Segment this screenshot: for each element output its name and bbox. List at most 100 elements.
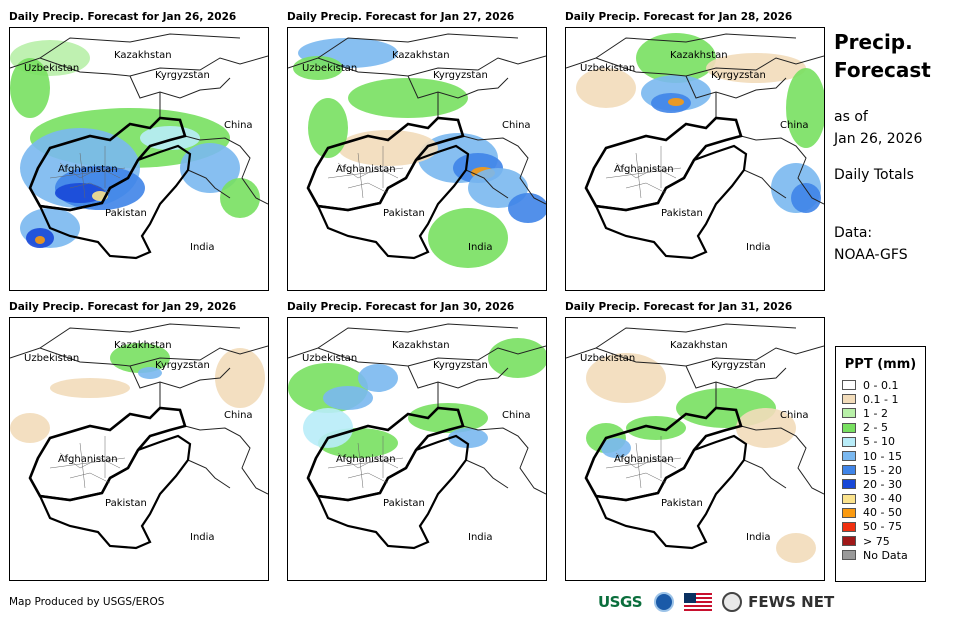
legend-item: No Data [842, 548, 925, 562]
legend-item: 10 - 15 [842, 449, 925, 463]
country-label-india: India [468, 242, 493, 253]
country-label-uzbekistan: Uzbekistan [580, 63, 636, 74]
precip-map: Kazakhstan Uzbekistan Kyrgyzstan China Afgha… [9, 27, 269, 291]
precip-map: Kazakhstan Uzbekistan Kyrgyzstan China Afgha… [565, 27, 825, 291]
legend-item: 15 - 20 [842, 463, 925, 477]
country-label-kyrgyzstan: Kyrgyzstan [433, 70, 488, 81]
daily-totals-label: Daily Totals [834, 167, 914, 183]
legend-label: 40 - 50 [863, 506, 902, 520]
country-label-china: China [780, 120, 809, 131]
legend-label: 30 - 40 [863, 492, 902, 506]
precip-map: Kazakhstan Uzbekistan Kyrgyzstan China Afgha… [565, 317, 825, 581]
side-title-line2: Forecast [834, 58, 931, 82]
legend-item: > 75 [842, 534, 925, 548]
legend-swatch [842, 436, 856, 447]
country-label-afghanistan: Afghanistan [336, 164, 396, 175]
country-label-india: India [190, 242, 215, 253]
us-flag-icon [684, 593, 713, 611]
country-label-uzbekistan: Uzbekistan [302, 353, 358, 364]
panel-title: Daily Precip. Forecast for Jan 31, 2026 [565, 301, 793, 313]
fews-net-logo: FEWS NET [748, 593, 835, 611]
country-label-china: China [224, 410, 253, 421]
country-label-afghanistan: Afghanistan [58, 164, 118, 175]
panel-title: Daily Precip. Forecast for Jan 28, 2026 [565, 11, 793, 23]
legend-label: No Data [863, 548, 908, 562]
country-label-uzbekistan: Uzbekistan [24, 353, 80, 364]
country-label-india: India [190, 532, 215, 543]
country-label-china: China [502, 410, 531, 421]
legend-title: PPT (mm) [844, 357, 917, 372]
side-title-line1: Precip. [834, 30, 913, 54]
country-label-kazakhstan: Kazakhstan [670, 340, 728, 351]
legend-swatch [842, 408, 856, 419]
forecast-panel: Daily Precip. Forecast for Jan 29, 2026 K… [9, 301, 269, 591]
country-label-kazakhstan: Kazakhstan [392, 340, 450, 351]
legend-item: 40 - 50 [842, 506, 925, 520]
country-label-afghanistan: Afghanistan [336, 454, 396, 465]
forecast-panel: Daily Precip. Forecast for Jan 30, 2026 K… [287, 301, 547, 591]
noaa-seal-icon [654, 592, 675, 612]
forecast-panel: Daily Precip. Forecast for Jan 31, 2026 K… [565, 301, 825, 591]
panel-title: Daily Precip. Forecast for Jan 30, 2026 [287, 301, 515, 313]
legend-swatch [842, 536, 856, 547]
legend-item: 2 - 5 [842, 421, 925, 435]
legend-item: 20 - 30 [842, 477, 925, 491]
precip-map: Kazakhstan Uzbekistan Kyrgyzstan China Afgha… [9, 317, 269, 581]
legend-swatch [842, 451, 856, 462]
legend-label: 15 - 20 [863, 463, 902, 477]
country-label-china: China [780, 410, 809, 421]
panel-title: Daily Precip. Forecast for Jan 26, 2026 [9, 11, 237, 23]
country-label-kazakhstan: Kazakhstan [114, 50, 172, 61]
precip-map: Kazakhstan Uzbekistan Kyrgyzstan China Afgha… [287, 27, 547, 291]
country-label-kyrgyzstan: Kyrgyzstan [711, 360, 766, 371]
legend-label: 10 - 15 [863, 449, 902, 463]
legend-label: 5 - 10 [863, 435, 895, 449]
country-label-kazakhstan: Kazakhstan [670, 50, 728, 61]
legend-item: 5 - 10 [842, 435, 925, 449]
legend-swatch [842, 465, 856, 476]
forecast-panel: Daily Precip. Forecast for Jan 27, 2026 K… [287, 11, 547, 301]
country-label-afghanistan: Afghanistan [614, 454, 674, 465]
credit-text: Map Produced by USGS/EROS [9, 596, 165, 608]
legend-swatch [842, 521, 856, 532]
legend-item: 50 - 75 [842, 520, 925, 534]
panel-title: Daily Precip. Forecast for Jan 29, 2026 [9, 301, 237, 313]
country-label-afghanistan: Afghanistan [614, 164, 674, 175]
legend-item: 0.1 - 1 [842, 392, 925, 406]
country-label-india: India [468, 532, 493, 543]
legend-swatch [842, 493, 856, 504]
country-label-kazakhstan: Kazakhstan [392, 50, 450, 61]
country-label-pakistan: Pakistan [383, 498, 425, 509]
country-label-uzbekistan: Uzbekistan [24, 63, 80, 74]
country-label-china: China [224, 120, 253, 131]
legend-swatch [842, 479, 856, 490]
precip-map: Kazakhstan Uzbekistan Kyrgyzstan China Afgha… [287, 317, 547, 581]
legend-label: 50 - 75 [863, 520, 902, 534]
country-label-uzbekistan: Uzbekistan [302, 63, 358, 74]
as-of-label: as of [834, 109, 868, 125]
data-source: NOAA-GFS [834, 247, 908, 263]
country-label-kyrgyzstan: Kyrgyzstan [711, 70, 766, 81]
legend-item: 30 - 40 [842, 492, 925, 506]
panel-title: Daily Precip. Forecast for Jan 27, 2026 [287, 11, 515, 23]
legend-item: 0 - 0.1 [842, 378, 925, 392]
country-label-kazakhstan: Kazakhstan [114, 340, 172, 351]
legend-swatch [842, 550, 856, 561]
logo-bar: USGS FEWS NET [598, 590, 834, 614]
legend-label: 2 - 5 [863, 421, 888, 435]
legend-swatch [842, 507, 856, 518]
country-label-kyrgyzstan: Kyrgyzstan [155, 360, 210, 371]
country-label-pakistan: Pakistan [383, 208, 425, 219]
legend-swatch [842, 380, 856, 391]
forecast-panel: Daily Precip. Forecast for Jan 28, 2026 K… [565, 11, 825, 301]
usgs-logo: USGS [598, 593, 643, 611]
country-label-pakistan: Pakistan [661, 498, 703, 509]
as-of-date: Jan 26, 2026 [834, 131, 923, 147]
country-label-uzbekistan: Uzbekistan [580, 353, 636, 364]
legend-label: 1 - 2 [863, 406, 888, 420]
country-label-pakistan: Pakistan [661, 208, 703, 219]
legend-label: > 75 [863, 534, 890, 548]
country-label-india: India [746, 242, 771, 253]
forecast-panel: Daily Precip. Forecast for Jan 26, 2026 K… [9, 11, 269, 301]
country-label-kyrgyzstan: Kyrgyzstan [433, 360, 488, 371]
